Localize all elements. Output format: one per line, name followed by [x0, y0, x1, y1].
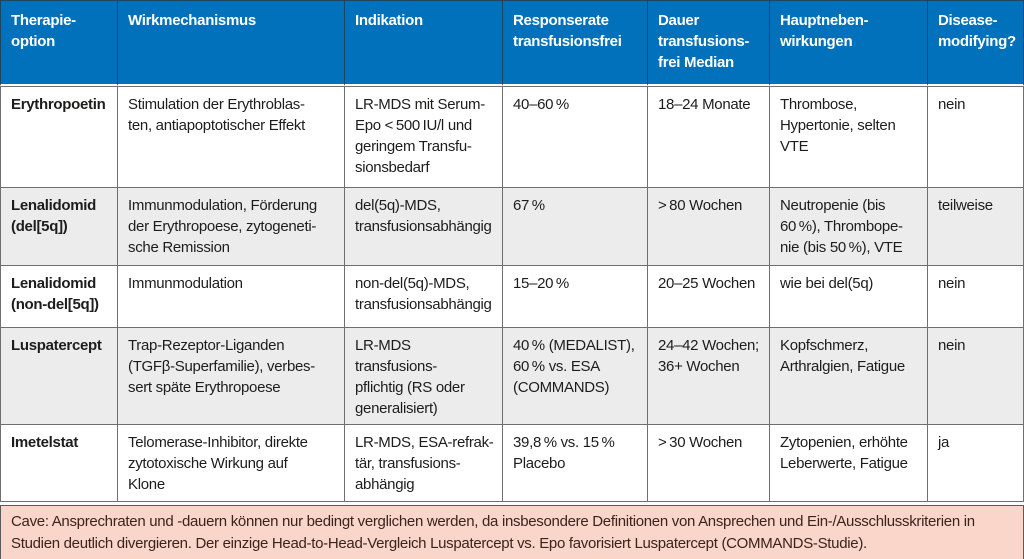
header-row: Therapie- option Wirkmechanismus Indikat… [0, 0, 1024, 86]
cell-therapy: Erythropoetin [0, 86, 118, 188]
cell-indication: LR-MDS, ESA-refrak- tär, transfusions- a… [345, 425, 503, 502]
cell-indication: non-del(5q)-MDS, transfusionsabhängig [345, 266, 503, 328]
cell-therapy: Imetelstat [0, 425, 118, 502]
cell-duration: 24–42 Wochen; 36+ Wochen [648, 328, 770, 425]
cell-indication: LR-MDS mit Serum- Epo < 500 IU/l und ger… [345, 86, 503, 188]
cell-duration: > 30 Wochen [648, 425, 770, 502]
table-row-lenalidomid-del5q: Lenalidomid (del[5q]) Immunmodulation, F… [0, 188, 1024, 266]
cell-disease-modifying: nein [928, 328, 1024, 425]
cell-disease-modifying: nein [928, 266, 1024, 328]
cell-therapy: Lenalidomid (del[5q]) [0, 188, 118, 266]
column-header-indikation: Indikation [345, 0, 503, 86]
cell-side-effects: Thrombose, Hypertonie, selten VTE [770, 86, 928, 188]
cell-duration: > 80 Wochen [648, 188, 770, 266]
cell-response-rate: 40 % (MEDALIST), 60 % vs. ESA (COMMANDS) [503, 328, 648, 425]
column-header-therapie-option: Therapie- option [0, 0, 118, 86]
cell-disease-modifying: nein [928, 86, 1024, 188]
table-row-lenalidomid-non-del5q: Lenalidomid (non-del[5q]) Immunmodulatio… [0, 266, 1024, 328]
cell-therapy: Lenalidomid (non-del[5q]) [0, 266, 118, 328]
column-header-dauer: Dauer transfusions- frei Median [648, 0, 770, 86]
cell-mechanism: Immunmodulation [118, 266, 345, 328]
cell-side-effects: wie bei del(5q) [770, 266, 928, 328]
column-header-responserate: Responserate transfusionsfrei [503, 0, 648, 86]
therapy-comparison-table: Therapie- option Wirkmechanismus Indikat… [0, 0, 1024, 502]
cell-disease-modifying: ja [928, 425, 1024, 502]
cell-response-rate: 40–60 % [503, 86, 648, 188]
column-header-wirkmechanismus: Wirkmechanismus [118, 0, 345, 86]
cell-side-effects: Kopfschmerz, Arthralgien, Fatigue [770, 328, 928, 425]
cell-response-rate: 39,8 % vs. 15 % Placebo [503, 425, 648, 502]
column-header-disease-modifying: Disease- modifying? [928, 0, 1024, 86]
cell-mechanism: Immunmodulation, Förderung der Erythropo… [118, 188, 345, 266]
cell-mechanism: Telomerase-Inhibitor, direkte zytotoxisc… [118, 425, 345, 502]
cell-mechanism: Stimulation der Erythroblas- ten, antiap… [118, 86, 345, 188]
cell-indication: del(5q)-MDS, transfusionsabhängig [345, 188, 503, 266]
column-header-nebenwirkungen: Hauptneben- wirkungen [770, 0, 928, 86]
cell-response-rate: 15–20 % [503, 266, 648, 328]
cell-duration: 20–25 Wochen [648, 266, 770, 328]
table-row-luspatercept: Luspatercept Trap-Rezeptor-Liganden (TGF… [0, 328, 1024, 425]
cell-side-effects: Zytopenien, erhöhte Leberwerte, Fatigue [770, 425, 928, 502]
cell-side-effects: Neutropenie (bis 60 %), Thrombope- nie (… [770, 188, 928, 266]
cell-disease-modifying: teilweise [928, 188, 1024, 266]
cell-mechanism: Trap-Rezeptor-Liganden (TGFβ-Superfamili… [118, 328, 345, 425]
cell-duration: 18–24 Monate [648, 86, 770, 188]
cell-indication: LR-MDS transfusions- pflichtig (RS oder … [345, 328, 503, 425]
cell-therapy: Luspatercept [0, 328, 118, 425]
cave-note: Cave: Ansprechraten und -dauern können n… [0, 505, 1024, 559]
table-row-imetelstat: Imetelstat Telomerase-Inhibitor, direkte… [0, 425, 1024, 502]
cell-response-rate: 67 % [503, 188, 648, 266]
table-row-erythropoetin: Erythropoetin Stimulation der Erythrobla… [0, 86, 1024, 188]
